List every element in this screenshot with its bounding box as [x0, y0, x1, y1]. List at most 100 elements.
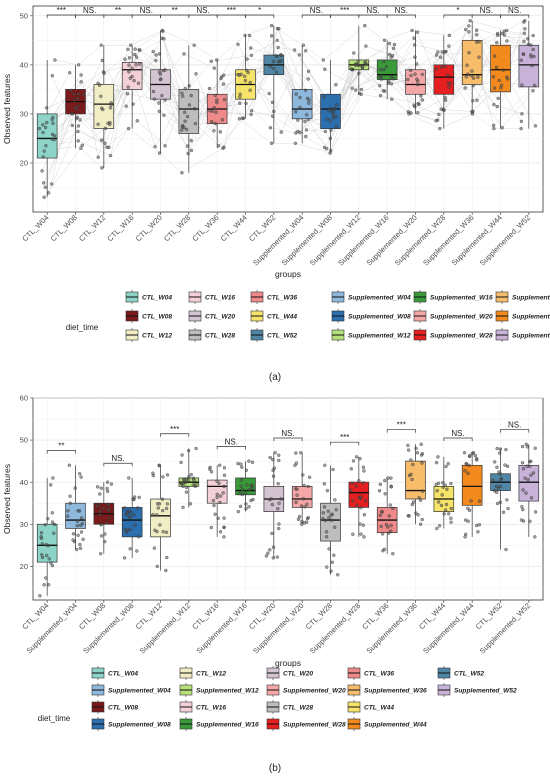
data-point [181, 94, 185, 98]
data-point [495, 501, 500, 506]
data-point [137, 495, 141, 500]
data-point [351, 459, 356, 463]
x-tick-label: Supplemented_W28 [308, 601, 362, 655]
data-point [519, 58, 523, 62]
data-point [351, 532, 355, 536]
data-point [189, 93, 193, 98]
data-point [271, 114, 275, 118]
x-tick-label: Supplemented_W52 [478, 601, 532, 655]
data-point [389, 529, 393, 533]
data-point [236, 42, 240, 46]
data-point [477, 499, 482, 503]
data-point [492, 126, 496, 131]
data-point [493, 54, 497, 58]
data-point [443, 95, 447, 100]
legend-item: CTL_W08 [125, 309, 172, 323]
x-tick-label: Supplemented_W04 [251, 213, 305, 267]
data-point [219, 76, 223, 81]
data-point [270, 100, 275, 105]
x-tick-label: CTL_W16 [105, 213, 135, 243]
data-point [103, 126, 108, 130]
data-point [446, 462, 450, 466]
data-point [463, 86, 467, 90]
data-point [383, 492, 387, 496]
data-point [45, 553, 49, 558]
y-tick-label: 30 [20, 520, 28, 529]
legend: diet_time CTL_W04 Supplemented_W04 CTL_W08 S… [38, 666, 517, 731]
panel-label: (a) [269, 372, 281, 383]
legend-label: Supplemented_W52 [512, 333, 550, 340]
data-point [277, 522, 281, 526]
data-point [464, 532, 468, 536]
data-point [243, 33, 247, 38]
data-point [498, 500, 502, 504]
data-point [327, 547, 331, 551]
data-point [249, 53, 254, 58]
data-point [269, 34, 274, 38]
data-point [495, 490, 499, 495]
data-point [329, 569, 333, 573]
data-point [180, 128, 184, 132]
data-point [330, 110, 334, 115]
data-point [96, 81, 100, 85]
data-point [522, 31, 527, 35]
legend-item: Supplemented_W28 [266, 717, 346, 731]
data-point [389, 485, 393, 489]
data-point [388, 52, 392, 57]
data-point [78, 542, 82, 547]
data-point [185, 144, 190, 148]
data-point [165, 473, 170, 477]
data-point [334, 83, 338, 87]
data-point [208, 467, 212, 471]
data-point [46, 191, 51, 195]
data-point [158, 77, 163, 82]
data-point [106, 503, 111, 507]
y-axis-title: Observed features [2, 464, 12, 534]
box-Supplemented_W20 [291, 451, 313, 526]
data-point [521, 488, 525, 492]
data-point [409, 111, 413, 115]
data-point [155, 513, 159, 517]
data-point [296, 118, 300, 122]
data-point [50, 182, 54, 186]
data-point [154, 58, 158, 63]
data-point [216, 516, 220, 520]
data-point [249, 46, 253, 50]
data-point [420, 517, 424, 522]
data-point [389, 82, 394, 86]
box-CTL_W16 [121, 43, 143, 131]
data-point [108, 153, 113, 158]
box-body [320, 93, 341, 129]
data-point [292, 48, 297, 52]
data-point [412, 36, 416, 40]
significance-label: *** [340, 433, 349, 442]
significance-label: NS. [310, 6, 323, 15]
box-CTL_W44 [433, 455, 455, 531]
subject-line [46, 33, 529, 124]
data-point [443, 508, 448, 512]
data-point [304, 49, 308, 53]
data-point [37, 126, 42, 131]
data-point [414, 446, 418, 451]
data-point [66, 509, 70, 513]
data-point [421, 489, 425, 493]
data-point [107, 516, 112, 520]
data-point [464, 75, 468, 79]
data-point [187, 475, 191, 479]
legend-item: CTL_W44 [250, 309, 297, 323]
data-point [134, 63, 138, 67]
data-point [236, 461, 240, 466]
data-point [73, 98, 77, 102]
data-point [249, 109, 254, 113]
data-point [213, 512, 217, 516]
data-point [529, 496, 534, 500]
data-point [304, 128, 309, 132]
legend-item: CTL_W04 [91, 666, 138, 680]
data-point [218, 130, 222, 134]
data-point [99, 523, 103, 527]
data-point [362, 535, 366, 539]
data-point [329, 128, 333, 132]
data-point [524, 491, 528, 495]
data-point [212, 503, 216, 508]
legend-label: CTL_W12 [196, 671, 226, 678]
